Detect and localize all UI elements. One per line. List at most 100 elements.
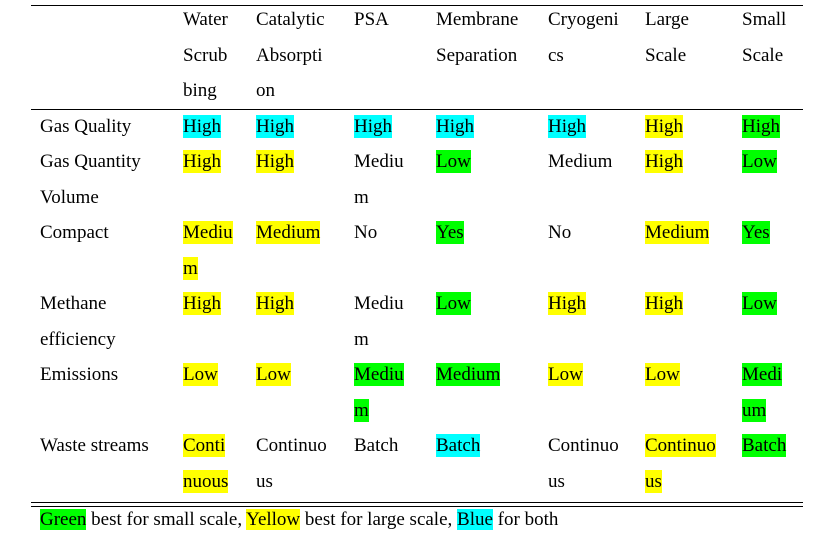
column-header: PSA [354, 2, 389, 38]
table-header-rule [31, 109, 803, 110]
table-cell-text: High [548, 115, 586, 138]
table-cell: Mediu m [354, 286, 404, 357]
column-header-text: Membrane Separation [436, 9, 519, 66]
table-cell-text: High [354, 115, 392, 138]
table-cell: High [645, 144, 683, 180]
table-cell-text: High [742, 115, 780, 138]
table-cell: Continuo us [256, 428, 327, 499]
table-cell-text: Medium [548, 151, 613, 172]
table-cell: Batch [436, 428, 481, 464]
table-cell: Mediu m [183, 215, 233, 286]
table-cell: Low [436, 144, 471, 180]
table-cell-text: Continuo us [548, 435, 619, 492]
table-cell-text: High [183, 115, 221, 138]
table-bottom-rule [31, 502, 803, 503]
column-header: Water Scrub bing [183, 2, 228, 109]
column-header: Catalytic Absorpti on [256, 2, 325, 109]
table-cell-text: Low [256, 363, 291, 386]
table-cell-text: Mediu m [354, 363, 404, 422]
column-header-text: Small Scale [742, 9, 787, 66]
table-cell-text: Mediu m [354, 151, 404, 208]
table-cell: Medium [256, 215, 321, 251]
table-cell: High [183, 109, 221, 145]
table-cell-text: No [548, 222, 572, 243]
column-header: Small Scale [742, 2, 786, 73]
column-header-text: Cryogeni cs [548, 9, 619, 66]
table-cell: Low [548, 357, 583, 393]
row-label-text: Methane efficiency [40, 293, 116, 350]
table-cell-text: Low [548, 363, 583, 386]
color-legend: Green best for small scale, Yellow best … [40, 506, 558, 534]
row-label-text: Emissions [40, 364, 119, 385]
row-label-text: Gas Quantity Volume [40, 151, 141, 208]
table-cell: High [436, 109, 474, 145]
table-cell-text: Batch [436, 434, 481, 457]
table-cell: Yes [742, 215, 770, 251]
row-label-text: Waste streams [40, 435, 149, 456]
legend-green-text: best for small scale, [86, 509, 247, 530]
table-cell: High [548, 109, 586, 145]
table-cell-text: Medium [436, 363, 501, 386]
column-header-text: Catalytic Absorpti on [256, 9, 325, 101]
table-cell-text: Medium [645, 221, 710, 244]
table-cell-text: Continuo us [645, 434, 716, 493]
column-header: Large Scale [645, 2, 689, 73]
table-cell-text: Medi um [742, 363, 783, 422]
table-cell-text: High [645, 150, 683, 173]
table-cell: High [354, 109, 392, 145]
table-cell: Low [742, 286, 777, 322]
table-cell: Mediu m [354, 144, 404, 215]
table-cell: Batch [742, 428, 787, 464]
table-cell: Batch [354, 428, 398, 464]
row-label: Emissions [40, 357, 118, 393]
table-cell: Medium [436, 357, 501, 393]
row-label: Gas Quantity Volume [40, 144, 141, 215]
table-cell: Low [256, 357, 291, 393]
table-cell: High [256, 144, 294, 180]
column-header-text: PSA [354, 9, 389, 30]
table-cell-text: Batch [742, 434, 787, 457]
table-cell: No [548, 215, 571, 251]
column-header-text: Large Scale [645, 9, 689, 66]
table-cell-text: Medium [256, 221, 321, 244]
table-top-rule [31, 5, 803, 6]
table-cell-text: Low [645, 363, 680, 386]
table-cell: No [354, 215, 377, 251]
table-cell-text: Low [436, 292, 471, 315]
table-cell-text: No [354, 222, 378, 243]
table-cell-text: Batch [354, 435, 399, 456]
table-cell-text: High [256, 115, 294, 138]
row-label: Waste streams [40, 428, 149, 464]
table-cell-text: Yes [436, 221, 464, 244]
table-cell: Yes [436, 215, 464, 251]
table-cell: High [256, 109, 294, 145]
table-cell-text: High [645, 115, 683, 138]
table-cell: High [742, 109, 780, 145]
table-cell-text: High [645, 292, 683, 315]
table-cell-text: High [548, 292, 586, 315]
column-header: Cryogeni cs [548, 2, 619, 73]
table-cell-text: Yes [742, 221, 770, 244]
table-cell: High [183, 286, 221, 322]
table-cell: High [645, 109, 683, 145]
legend-yellow-text: best for large scale, [300, 509, 458, 530]
table-cell-text: Low [742, 150, 777, 173]
row-label: Gas Quality [40, 109, 131, 145]
row-label-text: Compact [40, 222, 109, 243]
table-cell: Mediu m [354, 357, 404, 428]
table-cell-text: Mediu m [354, 293, 404, 350]
legend-blue-text: for both [492, 509, 559, 530]
table-cell: Low [436, 286, 471, 322]
table-cell-text: Continuo us [256, 435, 327, 492]
table-cell-text: High [256, 292, 294, 315]
table-cell-text: Low [183, 363, 218, 386]
row-label: Compact [40, 215, 109, 251]
table-cell: High [256, 286, 294, 322]
table-cell: High [548, 286, 586, 322]
column-header-text: Water Scrub bing [183, 9, 228, 101]
table-cell: Low [742, 144, 777, 180]
table-cell: Low [183, 357, 218, 393]
table-cell-text: High [183, 292, 221, 315]
legend-green-label: Green [40, 509, 87, 530]
table-cell: High [183, 144, 221, 180]
